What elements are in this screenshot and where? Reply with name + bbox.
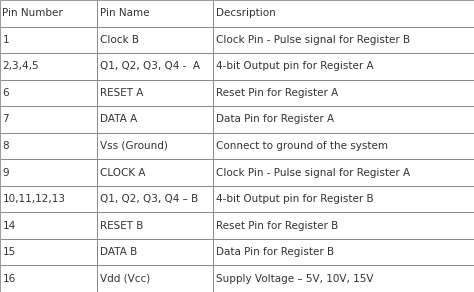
- Bar: [213, 186, 474, 212]
- Text: 2,3,4,5: 2,3,4,5: [2, 61, 39, 71]
- Bar: [0, 27, 97, 53]
- Bar: [97, 80, 213, 106]
- Text: 9: 9: [2, 168, 9, 178]
- Text: 10,11,12,13: 10,11,12,13: [2, 194, 65, 204]
- Text: DATA A: DATA A: [100, 114, 137, 124]
- Bar: [0, 239, 97, 265]
- Text: 6: 6: [2, 88, 9, 98]
- Text: Supply Voltage – 5V, 10V, 15V: Supply Voltage – 5V, 10V, 15V: [216, 274, 373, 284]
- Bar: [213, 53, 474, 80]
- Bar: [0, 159, 97, 186]
- Text: 1: 1: [2, 35, 9, 45]
- Bar: [0, 265, 97, 292]
- Text: 14: 14: [2, 221, 16, 231]
- Text: Decsription: Decsription: [216, 8, 275, 18]
- Text: Q1, Q2, Q3, Q4 – B: Q1, Q2, Q3, Q4 – B: [100, 194, 198, 204]
- Text: Pin Name: Pin Name: [100, 8, 149, 18]
- Bar: [97, 265, 213, 292]
- Bar: [213, 0, 474, 27]
- Bar: [0, 106, 97, 133]
- Text: 7: 7: [2, 114, 9, 124]
- Bar: [213, 133, 474, 159]
- Text: DATA B: DATA B: [100, 247, 137, 257]
- Text: RESET A: RESET A: [100, 88, 143, 98]
- Bar: [97, 106, 213, 133]
- Text: Connect to ground of the system: Connect to ground of the system: [216, 141, 388, 151]
- Bar: [213, 106, 474, 133]
- Bar: [97, 159, 213, 186]
- Text: Vss (Ground): Vss (Ground): [100, 141, 167, 151]
- Bar: [0, 80, 97, 106]
- Bar: [0, 53, 97, 80]
- Bar: [213, 80, 474, 106]
- Bar: [97, 0, 213, 27]
- Text: Reset Pin for Register B: Reset Pin for Register B: [216, 221, 338, 231]
- Bar: [97, 53, 213, 80]
- Bar: [213, 265, 474, 292]
- Bar: [0, 186, 97, 212]
- Bar: [97, 239, 213, 265]
- Text: Q1, Q2, Q3, Q4 -  A: Q1, Q2, Q3, Q4 - A: [100, 61, 200, 71]
- Text: Pin Number: Pin Number: [2, 8, 63, 18]
- Text: Data Pin for Register B: Data Pin for Register B: [216, 247, 334, 257]
- Bar: [97, 186, 213, 212]
- Bar: [213, 239, 474, 265]
- Bar: [97, 27, 213, 53]
- Text: 4-bit Output pin for Register A: 4-bit Output pin for Register A: [216, 61, 374, 71]
- Text: 4-bit Output pin for Register B: 4-bit Output pin for Register B: [216, 194, 374, 204]
- Text: Vdd (Vcc): Vdd (Vcc): [100, 274, 150, 284]
- Text: Clock B: Clock B: [100, 35, 138, 45]
- Text: Clock Pin - Pulse signal for Register B: Clock Pin - Pulse signal for Register B: [216, 35, 410, 45]
- Text: Data Pin for Register A: Data Pin for Register A: [216, 114, 334, 124]
- Text: Clock Pin - Pulse signal for Register A: Clock Pin - Pulse signal for Register A: [216, 168, 410, 178]
- Bar: [213, 159, 474, 186]
- Bar: [213, 212, 474, 239]
- Text: 8: 8: [2, 141, 9, 151]
- Text: Reset Pin for Register A: Reset Pin for Register A: [216, 88, 338, 98]
- Bar: [97, 212, 213, 239]
- Bar: [0, 212, 97, 239]
- Text: CLOCK A: CLOCK A: [100, 168, 145, 178]
- Text: 15: 15: [2, 247, 16, 257]
- Bar: [0, 133, 97, 159]
- Bar: [213, 27, 474, 53]
- Bar: [97, 133, 213, 159]
- Text: 16: 16: [2, 274, 16, 284]
- Bar: [0, 0, 97, 27]
- Text: RESET B: RESET B: [100, 221, 143, 231]
